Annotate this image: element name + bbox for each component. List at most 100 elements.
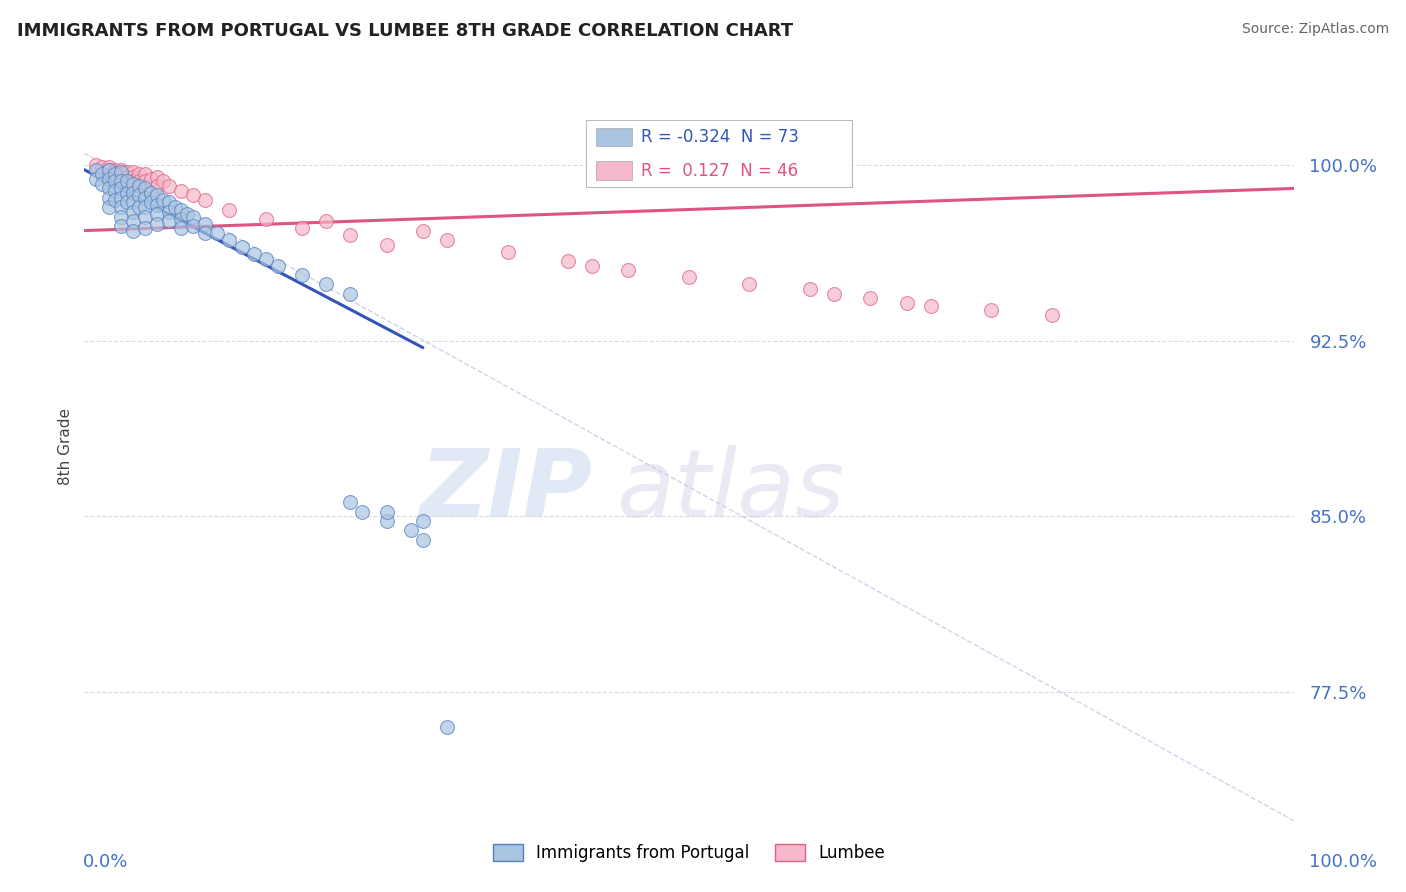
Point <box>339 228 361 243</box>
Point <box>139 172 162 186</box>
Point <box>128 168 150 182</box>
Point <box>375 514 398 528</box>
Point <box>134 168 156 182</box>
Point <box>121 186 143 201</box>
Point <box>97 181 120 195</box>
Point <box>121 177 143 191</box>
Point <box>110 165 132 179</box>
Text: IMMIGRANTS FROM PORTUGAL VS LUMBEE 8TH GRADE CORRELATION CHART: IMMIGRANTS FROM PORTUGAL VS LUMBEE 8TH G… <box>17 22 793 40</box>
Point <box>339 495 361 509</box>
Point <box>115 186 138 201</box>
Point <box>152 174 174 188</box>
Point <box>496 244 519 259</box>
Point <box>134 210 156 224</box>
Point <box>194 226 217 240</box>
Point <box>218 202 240 217</box>
Point <box>86 162 108 177</box>
Point <box>176 207 198 221</box>
Point <box>110 181 132 195</box>
Point <box>139 195 162 210</box>
Point <box>194 193 217 207</box>
Point <box>231 240 253 254</box>
Point <box>110 191 132 205</box>
Point <box>738 277 761 292</box>
Point <box>121 169 143 184</box>
Point <box>97 200 120 214</box>
Point <box>128 174 150 188</box>
Point <box>617 263 640 277</box>
Point <box>146 198 169 212</box>
Point <box>97 162 120 177</box>
Point <box>412 533 434 547</box>
Point <box>110 168 132 182</box>
Point <box>146 188 169 202</box>
Point <box>115 165 138 179</box>
Point <box>146 179 169 194</box>
Point <box>799 282 821 296</box>
Point <box>920 299 942 313</box>
Point <box>110 219 132 233</box>
Point <box>859 292 882 306</box>
Point <box>412 514 434 528</box>
Point <box>104 162 127 177</box>
Point <box>157 179 180 194</box>
Point <box>436 233 458 247</box>
Y-axis label: 8th Grade: 8th Grade <box>58 408 73 484</box>
Point <box>139 186 162 201</box>
Text: R = -0.324  N = 73: R = -0.324 N = 73 <box>641 128 799 146</box>
Point <box>110 210 132 224</box>
Point <box>581 259 603 273</box>
Point <box>157 214 180 228</box>
Point <box>157 205 180 219</box>
Point <box>896 296 918 310</box>
Point <box>91 168 114 182</box>
Point <box>194 217 217 231</box>
Point <box>110 200 132 214</box>
Text: Source: ZipAtlas.com: Source: ZipAtlas.com <box>1241 22 1389 37</box>
Point <box>557 254 579 268</box>
Point <box>291 268 314 282</box>
Point <box>254 211 277 226</box>
Point <box>146 207 169 221</box>
Point <box>121 224 143 238</box>
Text: ZIP: ZIP <box>419 445 592 537</box>
Point <box>436 720 458 734</box>
Point <box>115 174 138 188</box>
Point <box>91 177 114 191</box>
Point <box>181 210 204 224</box>
FancyBboxPatch shape <box>596 161 633 180</box>
Point <box>128 179 150 194</box>
Point <box>218 233 240 247</box>
Point <box>157 195 180 210</box>
Point <box>128 200 150 214</box>
Point <box>339 286 361 301</box>
Point <box>181 188 204 202</box>
FancyBboxPatch shape <box>586 120 852 187</box>
Point <box>412 224 434 238</box>
Point <box>110 162 132 177</box>
Point <box>146 169 169 184</box>
Point <box>134 221 156 235</box>
Point <box>1040 308 1063 322</box>
Point <box>170 211 193 226</box>
Point <box>146 217 169 231</box>
Point <box>267 259 290 273</box>
Point <box>399 524 422 538</box>
Point <box>134 174 156 188</box>
Text: atlas: atlas <box>616 445 845 536</box>
Point <box>115 195 138 210</box>
Point <box>678 270 700 285</box>
Point <box>134 191 156 205</box>
Point <box>170 184 193 198</box>
Text: 0.0%: 0.0% <box>83 853 128 871</box>
Point <box>207 226 229 240</box>
Point <box>170 221 193 235</box>
Text: R =  0.127  N = 46: R = 0.127 N = 46 <box>641 161 797 179</box>
Point <box>97 172 120 186</box>
Point <box>291 221 314 235</box>
Point <box>104 168 127 182</box>
Point <box>152 193 174 207</box>
Point <box>104 165 127 179</box>
Text: 100.0%: 100.0% <box>1309 853 1376 871</box>
Point <box>134 200 156 214</box>
